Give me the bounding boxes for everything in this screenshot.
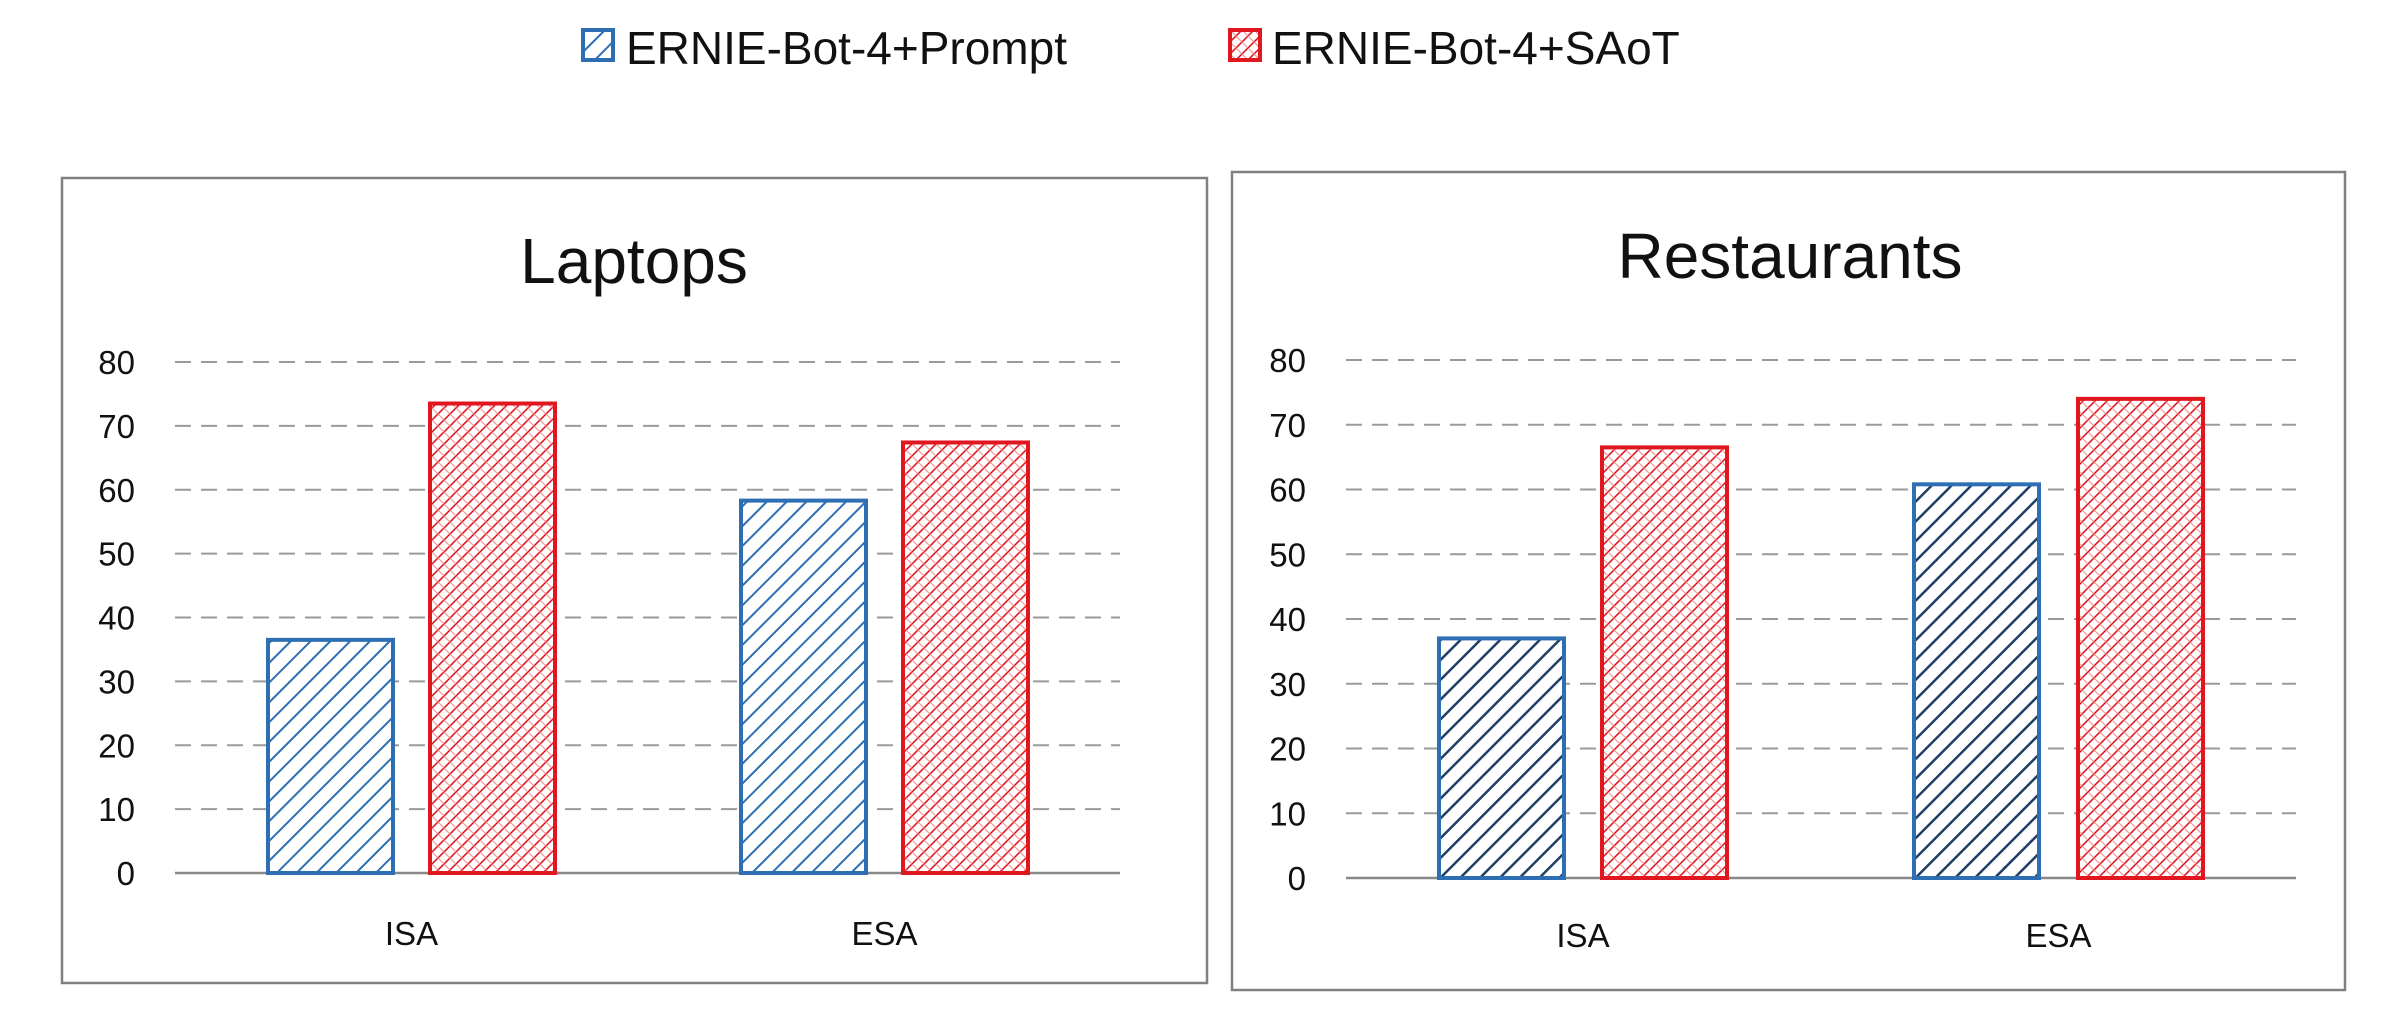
plot-area-restaurants: 0 10 20 30 40 50 60 70 80 ISA ESA <box>1269 342 2296 954</box>
legend-label-saot: ERNIE-Bot-4+SAoT <box>1272 22 1680 74</box>
bar-laptops-isa-prompt <box>266 637 395 876</box>
x-category-label-restaurants-isa: ISA <box>1556 917 1609 954</box>
chart-title-restaurants: Restaurants <box>1617 220 1962 292</box>
chart-panel-laptops: Laptops 0 10 20 30 40 50 60 70 80 ISA ESA <box>60 176 1209 985</box>
y-tick-label-laptops-60: 60 <box>98 472 135 509</box>
bar-laptops-isa-saot <box>428 401 557 875</box>
bar-laptops-esa-prompt <box>739 498 868 875</box>
y-tick-label-laptops-40: 40 <box>98 600 135 637</box>
y-tick-label-restaurants-30: 30 <box>1269 666 1306 703</box>
y-tick-label-restaurants-50: 50 <box>1269 536 1306 573</box>
x-category-label-laptops-esa: ESA <box>851 915 917 952</box>
y-tick-label-restaurants-80: 80 <box>1269 342 1306 379</box>
legend: ERNIE-Bot-4+Prompt ERNIE-Bot-4+SAoT <box>581 22 1680 74</box>
panel-frame-laptops <box>60 176 1209 985</box>
chart-panel-restaurants: Restaurants 0 10 20 30 40 50 60 70 80 ISA ESA <box>1230 170 2347 992</box>
legend-swatch-prompt <box>581 28 615 62</box>
y-tick-label-restaurants-70: 70 <box>1269 407 1306 444</box>
y-tick-label-laptops-30: 30 <box>98 663 135 700</box>
bar-restaurants-isa-prompt <box>1437 636 1566 880</box>
y-tick-label-restaurants-60: 60 <box>1269 472 1306 509</box>
y-tick-label-laptops-10: 10 <box>98 791 135 828</box>
legend-label-prompt: ERNIE-Bot-4+Prompt <box>626 22 1067 74</box>
y-tick-label-restaurants-40: 40 <box>1269 601 1306 638</box>
bar-restaurants-esa-saot <box>2076 396 2205 880</box>
legend-swatch-saot <box>1228 28 1262 62</box>
x-category-label-laptops-isa: ISA <box>385 915 438 952</box>
y-tick-label-laptops-80: 80 <box>98 344 135 381</box>
legend-item-prompt: ERNIE-Bot-4+Prompt <box>581 22 1067 74</box>
y-tick-label-laptops-70: 70 <box>98 408 135 445</box>
bar-restaurants-isa-saot <box>1600 445 1729 880</box>
plot-area-laptops: 0 10 20 30 40 50 60 70 80 ISA ESA <box>98 344 1120 952</box>
y-tick-label-restaurants-0: 0 <box>1288 860 1306 897</box>
bar-laptops-esa-saot <box>901 440 1030 875</box>
y-tick-label-laptops-50: 50 <box>98 536 135 573</box>
y-tick-label-restaurants-20: 20 <box>1269 731 1306 768</box>
x-category-label-restaurants-esa: ESA <box>2025 917 2091 954</box>
bar-restaurants-esa-prompt <box>1912 482 2041 880</box>
chart-title-laptops: Laptops <box>520 225 748 297</box>
y-tick-label-laptops-0: 0 <box>117 855 135 892</box>
y-tick-label-laptops-20: 20 <box>98 727 135 764</box>
y-tick-label-restaurants-10: 10 <box>1269 795 1306 832</box>
legend-item-saot: ERNIE-Bot-4+SAoT <box>1228 22 1680 74</box>
